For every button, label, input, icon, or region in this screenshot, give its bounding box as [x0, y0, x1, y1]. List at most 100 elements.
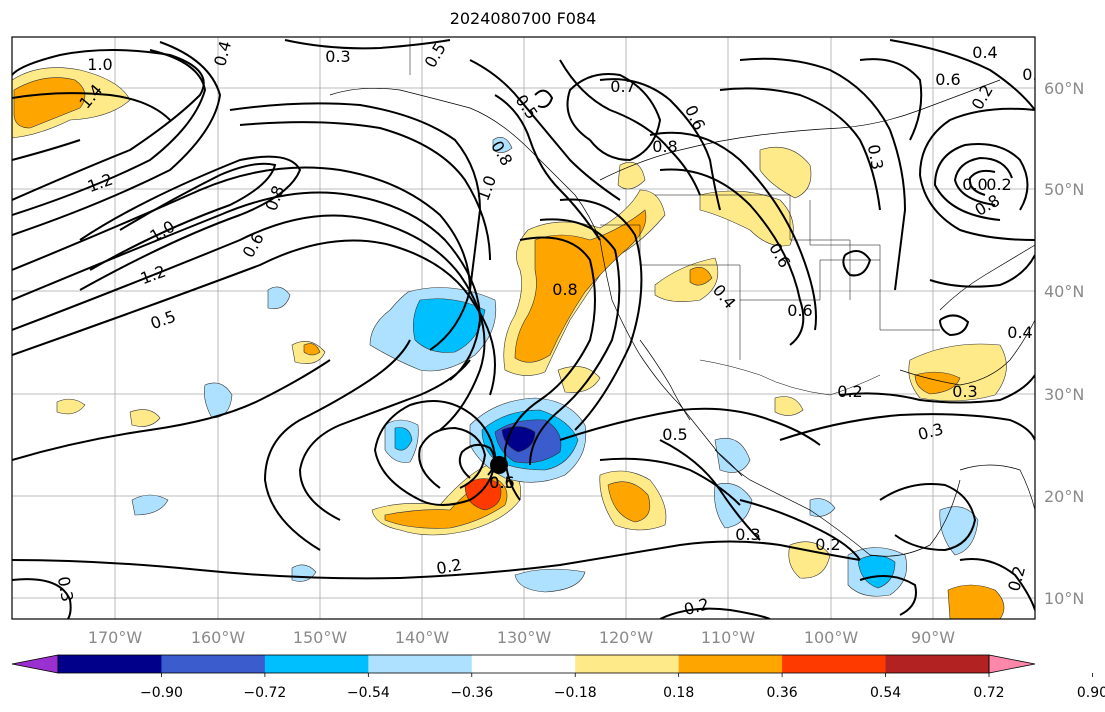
contour-line	[239, 121, 491, 261]
contour-label: 0.6	[1022, 65, 1047, 84]
colorbar-segment	[678, 655, 783, 673]
contour-label: 0.6	[935, 70, 960, 89]
contour-line	[839, 374, 1035, 404]
contour-line	[79, 155, 302, 291]
anomaly-negative-area	[394, 427, 413, 451]
y-tick-label: 10°N	[1044, 589, 1084, 608]
colorbar-tick-label: 0.72	[973, 685, 1004, 701]
colorbar-extension-high	[988, 654, 1036, 674]
contour-label: 0.3	[325, 47, 350, 66]
x-tick-label: 170°W	[88, 628, 143, 647]
contour-line	[559, 407, 821, 446]
anomaly-negative-area	[714, 437, 751, 473]
anomaly-negative-area	[131, 494, 169, 516]
border	[600, 224, 641, 265]
colorbar-segment	[471, 655, 576, 673]
contour-label: 0.2	[837, 382, 862, 401]
colorbar-segment	[58, 655, 162, 673]
contour-line	[12, 41, 222, 236]
colorbar-segment	[161, 655, 266, 673]
contour-line	[659, 439, 761, 541]
contour-line	[12, 92, 171, 121]
contour-line	[503, 236, 596, 501]
coastline	[599, 79, 1001, 181]
contour-line	[418, 426, 487, 489]
contour-line	[859, 575, 917, 616]
shaded-anomalies	[12, 67, 1007, 619]
contour-line	[599, 78, 721, 211]
contour-label: 0.0	[962, 175, 987, 194]
anomaly-positive-area	[303, 343, 321, 356]
contour-line	[889, 39, 1035, 111]
colorbar-tick-label: −0.36	[450, 685, 493, 701]
contour-line	[534, 89, 554, 108]
contour-line	[529, 218, 621, 466]
contour-line	[739, 57, 907, 291]
contour-labels: 0.4 0.3 0.50.70.60.50.60.41.01.41.21.01.20…	[54, 39, 1047, 619]
x-tick-label: 130°W	[497, 628, 552, 647]
colorbar-segment	[782, 655, 887, 673]
anomaly-positive-area	[947, 584, 1005, 619]
coastline	[329, 87, 961, 557]
colorbar-tick-label: −0.90	[140, 685, 183, 701]
x-tick-label: 90°W	[911, 628, 955, 647]
anomaly-negative-area	[492, 137, 513, 153]
colorbar-tick-label: −0.18	[554, 685, 597, 701]
contour-line	[879, 483, 977, 552]
border	[640, 264, 741, 360]
border	[809, 200, 880, 246]
contour-line	[599, 457, 741, 506]
colorbar-segment	[885, 655, 990, 673]
map-plot-area: 0.4 0.3 0.50.70.60.50.60.41.01.41.21.01.20…	[12, 37, 1047, 619]
contour-line	[739, 499, 861, 561]
coastline	[639, 339, 691, 421]
colorbar-segment	[264, 655, 369, 673]
colorbar-tick-label: 0.36	[767, 685, 798, 701]
contour-line	[566, 73, 662, 162]
x-tick-label: 160°W	[191, 628, 246, 647]
coastline	[899, 319, 1035, 386]
x-tick-label: 110°W	[701, 628, 756, 647]
colorbar-outline	[57, 654, 990, 674]
x-tick-label: 140°W	[395, 628, 450, 647]
contour-line	[918, 107, 1035, 241]
contour-label: 1.0	[87, 55, 112, 74]
contour-line	[12, 359, 331, 461]
colorbar-tick-label: −0.54	[347, 685, 390, 701]
anomaly-positive-area	[56, 398, 86, 415]
contour-line	[559, 59, 701, 196]
anomaly-negative-area	[204, 382, 233, 419]
contour-label: 0.6	[489, 473, 514, 492]
colorbar-tick-label: −0.72	[243, 685, 286, 701]
contour-line	[373, 400, 497, 506]
contour-line	[559, 198, 643, 431]
anomaly-negative-area	[939, 506, 979, 556]
y-axis-tick-labels: 60°N 50°N 40°N 30°N 20°N 10°N	[1044, 79, 1084, 608]
coastline	[959, 464, 1035, 511]
storm-center-marker	[490, 456, 508, 474]
contour-label: 0.3	[952, 382, 977, 401]
map-frame	[11, 36, 1036, 620]
contour-line	[12, 540, 861, 580]
anomaly-positive-area	[759, 146, 812, 199]
contour-line	[12, 139, 81, 161]
contour-line	[12, 191, 482, 381]
colorbar-segment	[368, 655, 473, 673]
contour-line	[12, 49, 207, 216]
contour-line	[12, 214, 486, 431]
contour-label: 0.2	[435, 555, 463, 578]
map-title: 2024080700 F084	[449, 9, 597, 28]
x-tick-label: 150°W	[293, 628, 348, 647]
contour-label: 0.4	[1007, 323, 1032, 342]
anomaly-positive-area	[607, 481, 651, 523]
political-borders	[409, 37, 940, 396]
anomaly-positive-area	[13, 77, 86, 129]
anomaly-positive-area	[689, 267, 713, 286]
anomaly-negative-area	[514, 568, 586, 593]
contour-label: 0.3	[864, 143, 887, 171]
colorbar: −0.90 −0.72 −0.54 −0.36 −0.18 0.18 0.36 0.54 0.7…	[11, 654, 1105, 701]
x-tick-label: 100°W	[804, 628, 859, 647]
coastline	[714, 449, 743, 477]
contour-line	[779, 413, 1035, 441]
anomaly-negative-area	[267, 286, 291, 309]
